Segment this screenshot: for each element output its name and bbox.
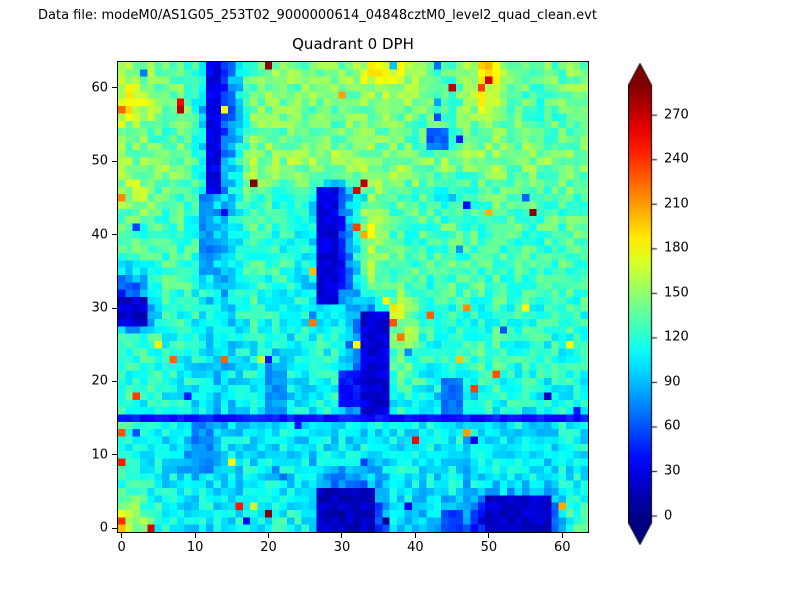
x-tick-label: 10 (186, 540, 204, 555)
y-tick-label: 10 (91, 447, 108, 463)
y-tick-label: 20 (91, 373, 108, 389)
colorbar-tick-label: 240 (664, 151, 689, 167)
x-tick-label: 30 (333, 540, 351, 555)
x-tick-mark (194, 533, 196, 538)
x-tick-label: 50 (480, 540, 498, 555)
colorbar-tick-label: 120 (664, 329, 689, 345)
colorbar-tick-label: 30 (664, 463, 681, 479)
colorbar (628, 63, 658, 545)
x-tick-label: 20 (260, 540, 277, 555)
x-tick-mark (561, 533, 563, 538)
y-tick-mark (112, 160, 117, 162)
y-tick-mark (112, 87, 117, 89)
y-tick-label: 40 (91, 227, 108, 243)
x-tick-mark (268, 533, 270, 538)
x-tick-mark (488, 533, 490, 538)
y-tick-label: 30 (91, 300, 108, 316)
y-tick-mark (112, 307, 117, 309)
x-tick-label: 40 (407, 540, 424, 555)
colorbar-tick-label: 150 (664, 285, 689, 301)
colorbar-tick-label: 60 (664, 418, 681, 434)
x-tick-label: 60 (554, 540, 571, 555)
x-tick-mark (414, 533, 416, 538)
x-tick-label: 0 (117, 540, 126, 555)
y-tick-label: 60 (91, 80, 108, 96)
x-tick-mark (121, 533, 123, 538)
y-tick-mark (112, 527, 117, 529)
x-tick-mark (341, 533, 343, 538)
colorbar-tick-label: 180 (664, 240, 689, 256)
y-tick-label: 0 (99, 520, 108, 536)
data-file-label: Data file: modeM0/AS1G05_253T02_90000006… (38, 8, 597, 23)
chart-title: Quadrant 0 DPH (292, 35, 414, 53)
y-tick-label: 50 (91, 153, 108, 169)
colorbar-tick-label: 210 (664, 196, 689, 212)
y-tick-mark (112, 380, 117, 382)
y-tick-mark (112, 234, 117, 236)
y-tick-mark (112, 454, 117, 456)
heatmap-plot-area (117, 61, 589, 533)
colorbar-tick-label: 270 (664, 107, 689, 123)
colorbar-tick-label: 0 (664, 508, 673, 524)
heatmap-canvas (118, 62, 588, 532)
colorbar-tick-label: 90 (664, 374, 681, 390)
